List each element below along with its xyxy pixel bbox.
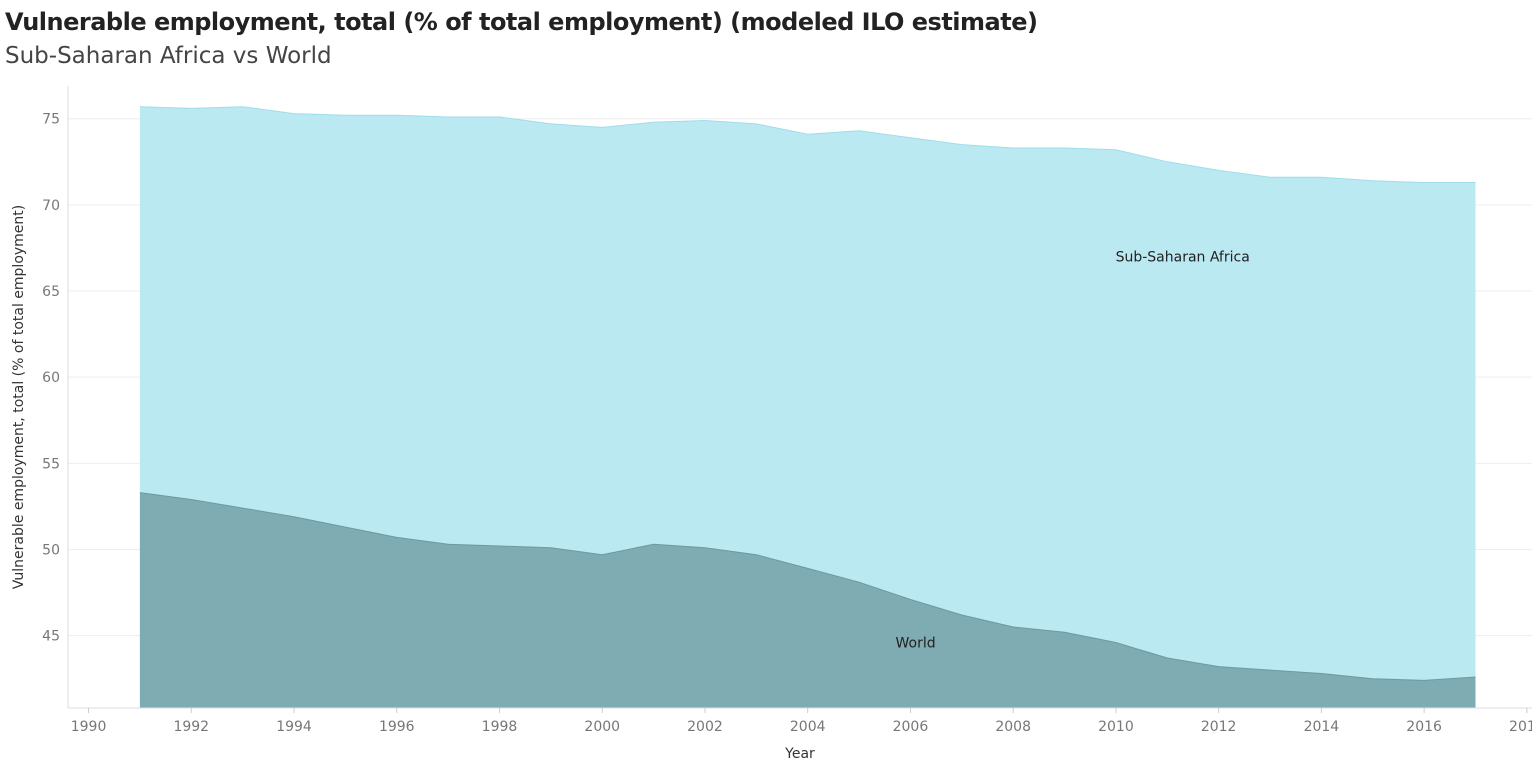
y-tick-label-65: 65 [42, 284, 60, 300]
x-ticks: 1990 1992 1994 1996 1998 2000 2002 2004 2006 2008… [71, 708, 1532, 735]
x-tick-label-1992: 1992 [173, 719, 209, 735]
x-tick-label-2004: 2004 [790, 719, 826, 735]
x-tick-label-1996: 1996 [379, 719, 415, 735]
x-tick-label-2012: 2012 [1201, 719, 1237, 735]
x-tick-label-1998: 1998 [482, 719, 518, 735]
y-tick-label-75: 75 [42, 112, 60, 128]
x-tick-label-2010: 2010 [1098, 719, 1134, 735]
y-tick-label-60: 60 [42, 370, 60, 386]
series-label-sub-saharan-africa: Sub-Saharan Africa [1116, 250, 1250, 266]
chart-title: Vulnerable employment, total (% of total… [5, 8, 1038, 36]
y-ticks: 45 50 55 60 65 70 75 [42, 112, 60, 645]
chart-subtitle: Sub-Saharan Africa vs World [5, 43, 332, 69]
y-tick-label-70: 70 [42, 198, 60, 214]
x-tick-label-2018: 2018 [1509, 719, 1532, 735]
x-tick-label-2016: 2016 [1406, 719, 1442, 735]
y-tick-label-50: 50 [42, 542, 60, 558]
y-tick-label-45: 45 [42, 629, 60, 645]
x-tick-label-1990: 1990 [71, 719, 107, 735]
x-tick-label-1994: 1994 [276, 719, 312, 735]
line-sub-saharan-africa [139, 106, 1476, 183]
x-tick-label-2002: 2002 [687, 719, 723, 735]
x-tick-label-2006: 2006 [893, 719, 929, 735]
series-label-world: World [896, 636, 936, 652]
x-tick-label-2008: 2008 [995, 719, 1031, 735]
x-tick-label-2014: 2014 [1304, 719, 1340, 735]
y-tick-label-55: 55 [42, 456, 60, 472]
area-world [139, 492, 1476, 708]
y-axis-title: Vulnerable employment, total (% of total… [11, 205, 27, 589]
series-labels: Sub-Saharan Africa World [896, 250, 1250, 652]
x-axis-title: Year [784, 746, 815, 762]
x-tick-label-2000: 2000 [584, 719, 620, 735]
line-world [139, 492, 1476, 681]
axes [67, 86, 1532, 709]
series-areas [139, 106, 1476, 708]
